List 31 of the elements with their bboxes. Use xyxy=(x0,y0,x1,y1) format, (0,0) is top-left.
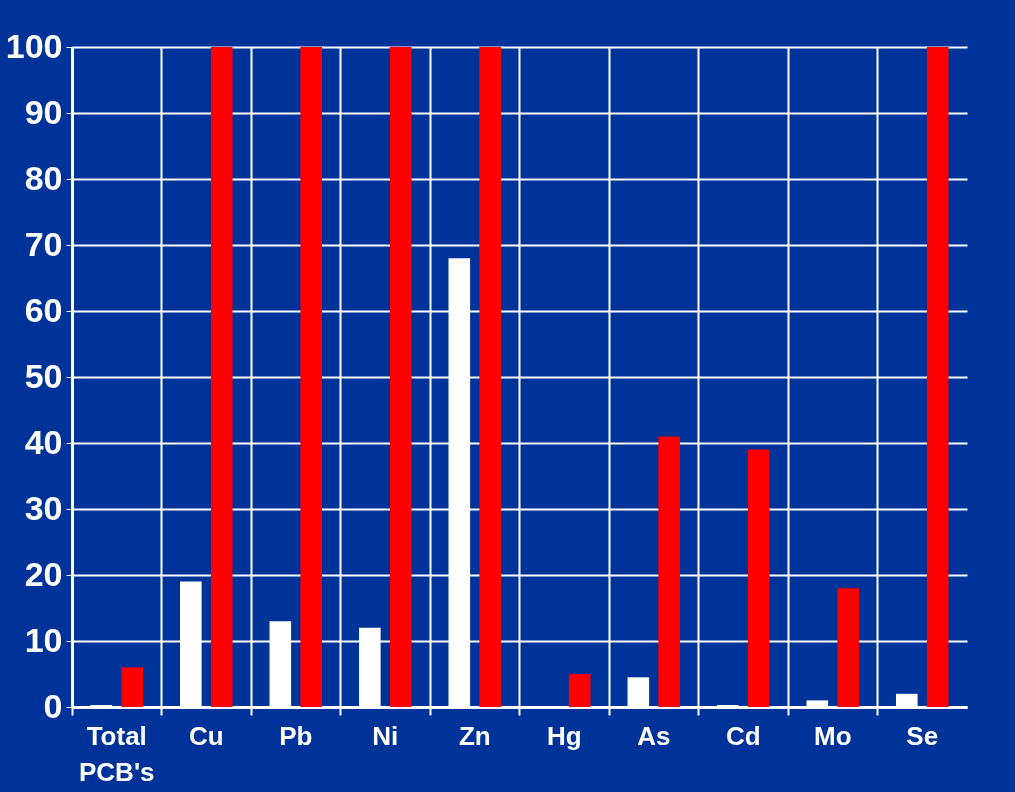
bar xyxy=(121,667,143,707)
bar xyxy=(658,436,680,707)
x-tick-label: Cd xyxy=(725,720,761,751)
x-tick-label: Mo xyxy=(813,720,852,751)
x-tick-label: Total PCB's xyxy=(78,720,155,787)
x-tick-label: Hg xyxy=(546,720,582,751)
x-tick-label: As xyxy=(637,720,671,751)
y-tick-label: 20 xyxy=(24,554,63,593)
x-tick-label: Cu xyxy=(188,720,224,751)
y-tick-label: 50 xyxy=(24,356,63,395)
x-tick-label: Ni xyxy=(372,720,399,751)
bar xyxy=(926,47,949,707)
y-tick-label: 40 xyxy=(24,422,63,461)
x-tick-label: Pb xyxy=(279,720,313,751)
y-tick-label: 80 xyxy=(24,158,63,197)
bar xyxy=(568,674,591,707)
y-tick-label: 70 xyxy=(24,224,63,263)
y-tick-label: 10 xyxy=(24,620,63,659)
y-tick-label: 100 xyxy=(5,26,63,65)
bar xyxy=(479,47,501,707)
y-tick-label: 0 xyxy=(43,686,63,725)
bar xyxy=(210,47,233,707)
y-tick-label: 30 xyxy=(24,488,63,527)
bar xyxy=(300,47,322,707)
bar xyxy=(747,449,770,707)
bar xyxy=(837,588,859,707)
y-tick-label: 90 xyxy=(24,92,63,131)
bar xyxy=(389,47,412,707)
y-tick-label: 60 xyxy=(24,290,63,329)
x-tick-label: Zn xyxy=(458,720,491,751)
x-tick-label: Se xyxy=(906,720,939,751)
